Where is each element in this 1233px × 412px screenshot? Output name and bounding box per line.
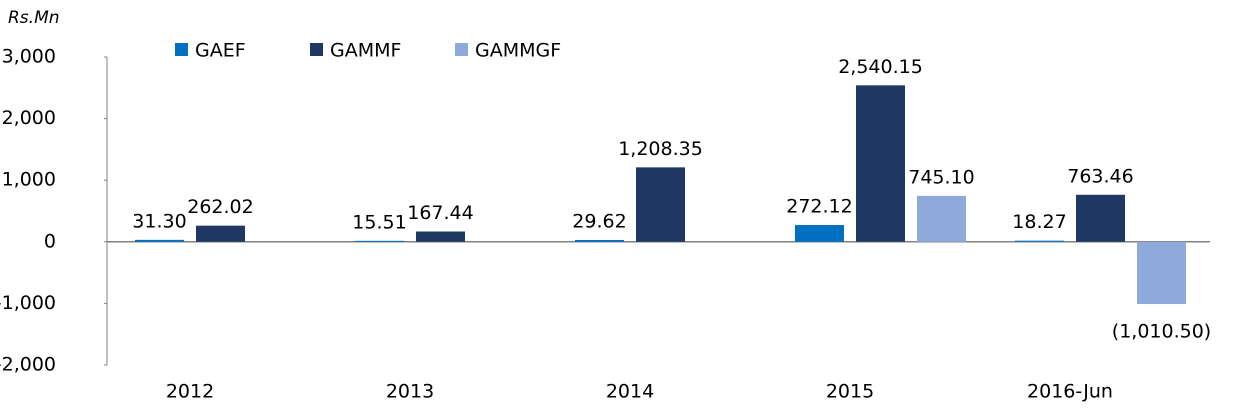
bar — [1137, 241, 1186, 305]
bar — [355, 240, 404, 242]
x-tick-label: 2013 — [386, 381, 434, 403]
y-tick-label: 2,000 — [2, 107, 56, 129]
legend-swatch — [310, 43, 323, 56]
value-label: 272.12 — [786, 196, 852, 218]
x-tick-label: 2015 — [826, 381, 874, 403]
y-tick-label: 3,000 — [2, 46, 56, 68]
bar — [795, 225, 844, 242]
value-label: 745.10 — [908, 166, 974, 188]
value-label: (1,010.50) — [1112, 321, 1211, 343]
legend-swatch — [175, 43, 188, 56]
value-label: 18.27 — [1012, 211, 1066, 233]
y-tick-label: -1,000 — [0, 292, 56, 314]
value-label: 15.51 — [352, 211, 406, 233]
bar — [636, 167, 685, 242]
legend-swatch — [455, 43, 468, 56]
x-tick-label: 2016-Jun — [1027, 381, 1113, 403]
bar — [1076, 194, 1125, 242]
value-label: 2,540.15 — [838, 56, 923, 78]
bar — [196, 225, 245, 242]
legend-label: GAEF — [195, 40, 246, 62]
legend-label: GAMMF — [330, 40, 401, 62]
value-label: 167.44 — [407, 202, 473, 224]
x-tick-label: 2012 — [166, 381, 214, 403]
y-tick-label: 0 — [44, 230, 56, 252]
bar — [1015, 240, 1064, 242]
value-label: 29.62 — [572, 210, 626, 232]
bar — [856, 85, 905, 242]
bar — [416, 231, 465, 242]
y-axis-label: Rs.Mn — [8, 8, 60, 28]
value-label: 31.30 — [132, 210, 186, 232]
bar — [917, 195, 966, 242]
x-tick-label: 2014 — [606, 381, 654, 403]
value-label: 262.02 — [187, 196, 253, 218]
y-tick-label: -2,000 — [0, 354, 56, 376]
value-label: 1,208.35 — [618, 138, 703, 160]
legend-label: GAMMGF — [475, 40, 561, 62]
bar — [135, 239, 184, 242]
value-label: 763.46 — [1067, 165, 1133, 187]
y-tick-label: 1,000 — [2, 169, 56, 191]
bar — [575, 239, 624, 242]
